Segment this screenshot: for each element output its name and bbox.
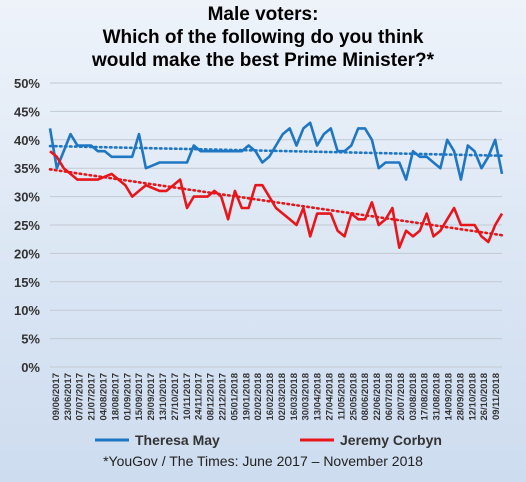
y-tick-label: 35% (14, 161, 40, 176)
x-tick-label: 02/03/2018 (277, 373, 288, 421)
x-tick-label: 16/02/2018 (265, 373, 276, 421)
x-tick-label: 09/11/2018 (491, 373, 502, 420)
x-tick-label: 19/01/2018 (241, 373, 252, 421)
x-tick-label: 26/10/2018 (479, 373, 490, 421)
y-tick-label: 50% (14, 76, 40, 91)
x-tick-label: 04/08/2017 (99, 373, 110, 421)
chart-title-line: Which of the following do you think (103, 27, 424, 48)
x-tick-label: 12/10/2018 (467, 373, 478, 421)
x-tick-label: 27/04/2018 (325, 373, 336, 421)
source-note: *YouGov / The Times: June 2017 – Novembe… (103, 453, 423, 469)
x-tick-label: 20/07/2018 (396, 373, 407, 421)
data-series (48, 121, 504, 249)
x-tick-label: 09/06/2017 (51, 373, 62, 421)
legend: Theresa May Jeremy Corbyn (95, 432, 442, 448)
chart-title: Male voters:Which of the following do yo… (91, 4, 435, 71)
x-tick-label: 06/07/2018 (384, 373, 395, 421)
x-tick-label: 29/09/2017 (146, 373, 157, 421)
x-tick-label: 15/09/2017 (134, 373, 145, 421)
x-axis-tick-labels: 09/06/2017 23/06/2017 07/07/2017 21/07/2017… (51, 373, 502, 421)
x-tick-label: 22/12/2017 (217, 373, 228, 421)
y-tick-label: 45% (14, 104, 40, 119)
legend-label: Theresa May (135, 432, 220, 448)
x-tick-label: 27/10/2017 (170, 373, 181, 421)
trendline (48, 168, 504, 237)
x-tick-label: 07/07/2017 (75, 373, 86, 421)
y-tick-label: 30% (14, 190, 40, 205)
x-tick-label: 13/10/2017 (158, 373, 169, 421)
gridlines (50, 82, 502, 368)
trendlines (48, 144, 504, 237)
y-tick-label: 15% (14, 275, 40, 290)
y-tick-label: 0% (21, 360, 40, 375)
trendline (48, 144, 504, 158)
x-tick-label: 13/04/2018 (313, 373, 324, 421)
x-tick-label: 14/09/2018 (443, 373, 454, 421)
x-tick-label: 31/08/2018 (432, 373, 443, 421)
x-tick-label: 10/11/2017 (182, 373, 193, 420)
x-tick-label: 30/03/2018 (301, 373, 312, 421)
x-tick-label: 16/03/2018 (289, 373, 300, 421)
x-tick-label: 02/02/2018 (253, 373, 264, 421)
x-tick-label: 17/08/2018 (420, 373, 431, 421)
y-tick-label: 40% (14, 133, 40, 148)
x-tick-label: 23/06/2017 (63, 373, 74, 421)
legend-label: Jeremy Corbyn (340, 432, 442, 448)
x-tick-label: 05/01/2018 (229, 373, 240, 421)
y-tick-label: 20% (14, 246, 40, 261)
x-tick-label: 21/07/2017 (87, 373, 98, 421)
x-tick-label: 18/08/2017 (110, 373, 121, 421)
y-tick-label: 5% (21, 332, 40, 347)
x-tick-label: 08/06/2018 (360, 373, 371, 421)
chart-title-line: Male voters: (208, 4, 319, 25)
x-tick-label: 11/05/2018 (336, 373, 347, 420)
x-tick-label: 03/08/2018 (408, 373, 419, 421)
x-tick-label: 22/06/2018 (372, 373, 383, 421)
y-tick-label: 25% (14, 218, 40, 233)
x-tick-label: 25/05/2018 (348, 373, 359, 421)
x-tick-label: 01/09/2017 (122, 373, 133, 421)
chart-title-line: would make the best Prime Minister?* (91, 50, 435, 71)
x-tick-label: 28/09/2018 (455, 373, 466, 421)
x-tick-label: 24/11/2017 (194, 373, 205, 420)
series-line (49, 150, 504, 249)
x-tick-label: 08/12/2017 (206, 373, 217, 421)
series-line (48, 121, 504, 181)
y-axis-tick-labels: 0% 5% 10% 15% 20% 25% 30% 35% 40% 45% 50% (14, 76, 40, 375)
y-tick-label: 10% (14, 303, 40, 318)
